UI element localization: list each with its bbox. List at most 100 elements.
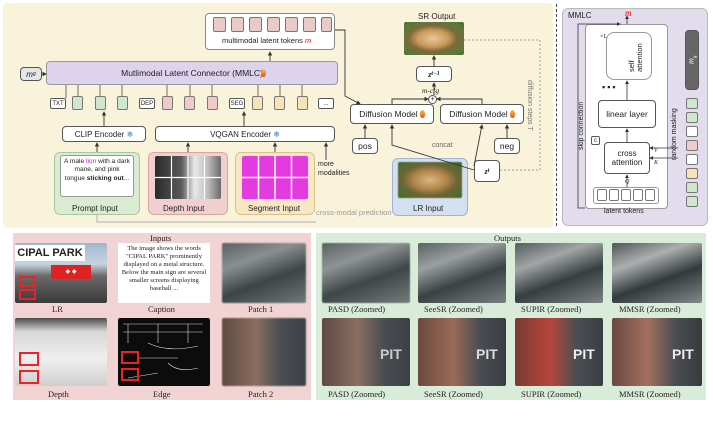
mmsr-caption-2: MMSR (Zoomed)	[619, 389, 681, 399]
supir-caption-1: SUPIR (Zoomed)	[521, 304, 582, 314]
segment-grid	[242, 156, 308, 199]
mask-token	[686, 112, 698, 123]
panel-divider	[556, 4, 557, 226]
supir-patch2: PIT	[515, 318, 603, 386]
depth-input-label: Depth Input	[163, 204, 205, 213]
depth-caption: Depth	[48, 389, 69, 399]
seesr-patch1	[418, 243, 506, 303]
lr-billboard: ◆ ◆	[51, 265, 91, 279]
txt-token	[95, 96, 106, 110]
lr-input-image	[398, 162, 462, 198]
patch2-thumbnail	[222, 318, 306, 386]
sr-output-image	[404, 22, 464, 55]
lr-input-label: LR Input	[413, 204, 444, 213]
pit-text: PIT	[380, 346, 402, 362]
lr-sign: CIPAL PARK	[15, 245, 85, 261]
txt-token	[72, 96, 83, 110]
edge-thumbnail	[118, 318, 210, 386]
m-cfg-label: m-cfg	[422, 86, 440, 95]
cross-modal-label: cross-modal prediction	[316, 208, 392, 217]
supir-patch1	[515, 243, 603, 303]
k-label: K	[654, 160, 659, 166]
edge-lines	[123, 323, 203, 379]
z-prev-box: z t−1	[416, 66, 452, 82]
dep-token	[162, 96, 173, 110]
token-tag-dep: DEP	[139, 98, 155, 109]
latent-token	[303, 17, 316, 32]
pasd-patch2: PIT	[322, 318, 410, 386]
depth-thumbnail	[15, 318, 107, 386]
edge-highlight-box	[121, 351, 139, 364]
seg-token	[274, 96, 285, 110]
pasd-caption-2: PASD (Zoomed)	[328, 389, 386, 399]
diffusion-model-neg: Diffusion Model	[440, 104, 524, 124]
mask-token	[686, 154, 698, 165]
times-l-label: ×L	[600, 34, 608, 40]
concat-label: concat	[432, 142, 453, 149]
depth-highlight-box	[19, 352, 39, 366]
latent-token	[249, 17, 262, 32]
depth-input-image	[155, 156, 221, 199]
pit-text: PIT	[573, 346, 595, 362]
mmlc-bar: Mutlimodal Latent Connector (MMLC)	[46, 61, 338, 85]
latent-token	[231, 17, 244, 32]
patch1-caption: Patch 1	[248, 304, 274, 314]
latent-token	[213, 17, 226, 32]
token-tag-txt: TXT	[50, 98, 66, 109]
segment-input-image	[242, 156, 308, 199]
mmlc-latent-token	[609, 189, 619, 201]
caption-text-box: The image shows the words "CIPAL PARK" p…	[118, 243, 210, 303]
latent-tokens-caption: latent tokens	[604, 208, 644, 215]
caption-caption: Caption	[148, 304, 175, 314]
patch2-caption: Patch 2	[248, 389, 274, 399]
mask-token	[686, 98, 698, 109]
mmlc-mg-box: mg	[685, 30, 699, 90]
depth-highlight-box	[19, 370, 39, 384]
snowflake-icon: ❄	[273, 129, 280, 139]
inputs-title: Inputs	[150, 233, 172, 243]
v-label: V	[654, 148, 658, 154]
lr-thumbnail: CIPAL PARK ◆ ◆	[15, 243, 107, 303]
pit-text: PIT	[672, 346, 694, 362]
mmlc-panel-title: MMLC	[568, 11, 592, 20]
token-tag-more: ...	[318, 98, 334, 109]
linear-layer-box: linear layer	[598, 100, 656, 128]
latent-tokens-label: multimodal latent tokens m	[222, 36, 312, 45]
txt-token	[117, 96, 128, 110]
flame-icon	[420, 110, 425, 118]
seesr-patch2: PIT	[418, 318, 506, 386]
pasd-patch1	[322, 243, 410, 303]
prompt-text-box: A male lion with a dark mane, and pink t…	[60, 155, 134, 197]
mmlc-latent-token	[621, 189, 631, 201]
lr-caption: LR	[52, 304, 63, 314]
mmsr-patch1	[612, 243, 702, 303]
pos-box: pos	[352, 138, 378, 154]
latent-token	[321, 17, 332, 32]
diagram-arrows	[42, 29, 541, 223]
mmlc-arrows	[577, 15, 678, 209]
vqgan-encoder-box: VQGAN Encoder ❄	[155, 126, 335, 142]
edge-highlight-box	[121, 368, 139, 381]
mmlc-latent-token	[597, 189, 607, 201]
snowflake-icon: ❄	[126, 129, 134, 139]
more-modalities-label: more modalities	[318, 161, 350, 177]
edge-caption: Edge	[153, 389, 171, 399]
mask-token	[686, 182, 698, 193]
clip-encoder-box: CLIP Encoder ❄	[62, 126, 146, 142]
mmsr-caption-1: MMSR (Zoomed)	[619, 304, 681, 314]
mask-token	[686, 126, 698, 137]
lr-highlight-box	[19, 276, 36, 287]
latent-token	[267, 17, 280, 32]
mask-token	[686, 140, 698, 151]
self-attention-box	[606, 32, 652, 80]
seg-token	[252, 96, 263, 110]
outputs-title: Outputs	[494, 233, 521, 243]
mask-token	[686, 168, 698, 179]
mmsr-patch2: PIT	[612, 318, 702, 386]
dep-token	[207, 96, 218, 110]
lr-highlight-box	[19, 289, 36, 300]
neg-box: neg	[494, 138, 520, 154]
seesr-caption-1: SeeSR (Zoomed)	[424, 304, 483, 314]
